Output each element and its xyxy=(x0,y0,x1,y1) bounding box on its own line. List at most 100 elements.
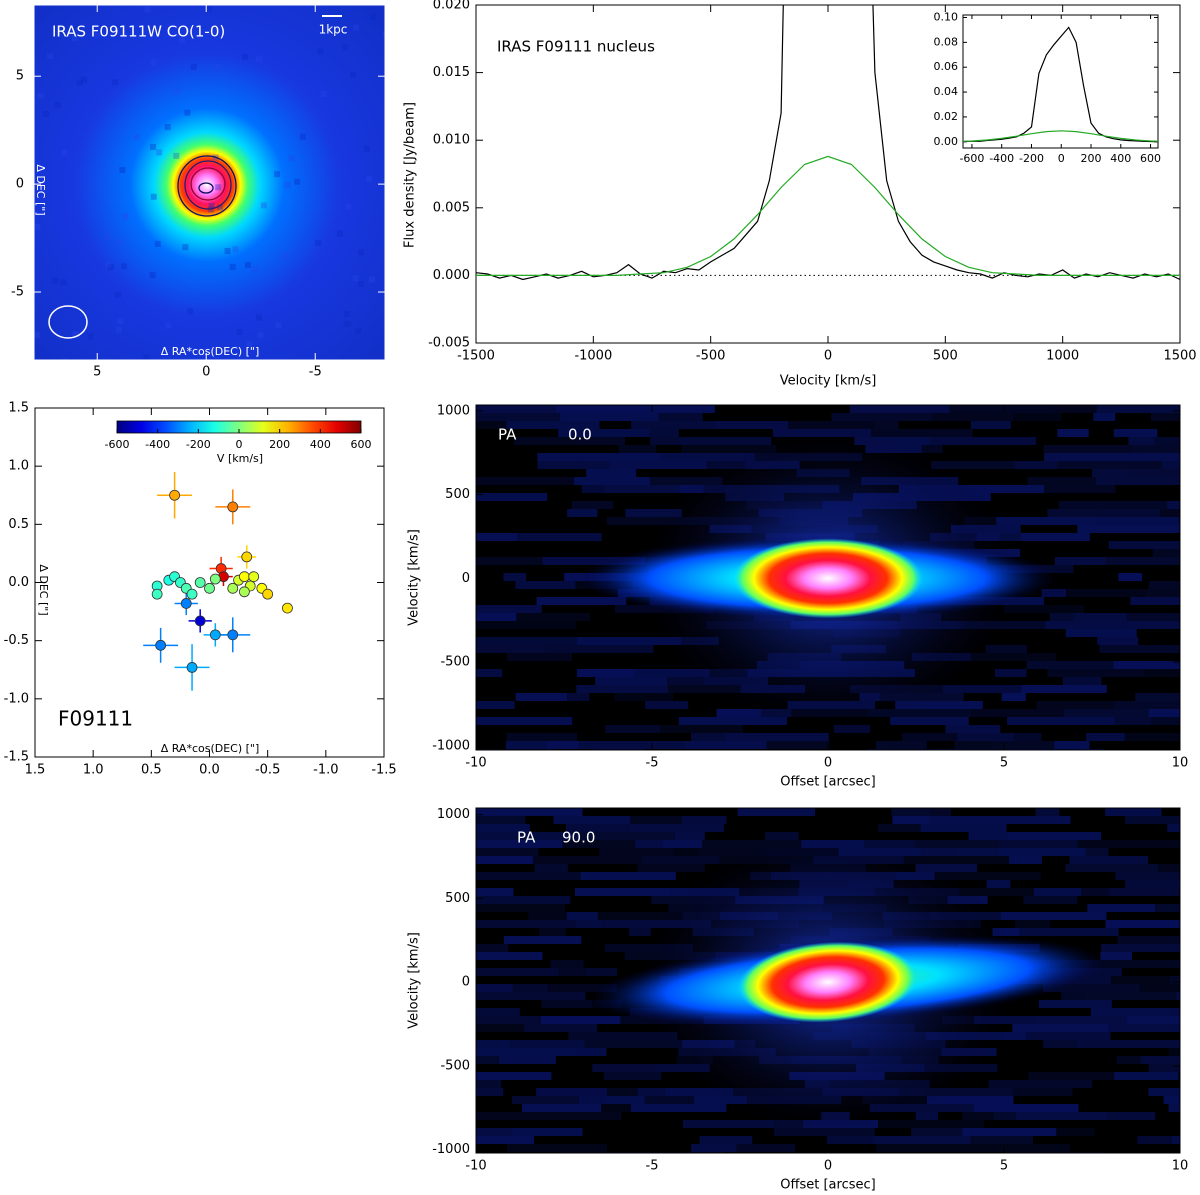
pv-noise xyxy=(765,832,799,840)
pv-noise xyxy=(957,733,1015,741)
pv-noise xyxy=(921,848,955,856)
pv-noise xyxy=(678,437,772,445)
pv-noise xyxy=(971,653,1056,661)
map-noise xyxy=(365,176,372,183)
y-tick-label: -0.005 xyxy=(428,336,470,351)
pv-noise xyxy=(1019,928,1119,936)
pv-noise xyxy=(931,461,1015,469)
pv-noise xyxy=(924,1088,1013,1096)
pv-noise xyxy=(870,429,973,437)
pv-noise xyxy=(476,944,509,952)
pv-noise xyxy=(476,621,577,629)
pv-noise xyxy=(537,453,581,461)
pv-noise xyxy=(503,573,527,581)
map-noise xyxy=(299,133,306,140)
pv-noise xyxy=(568,1032,678,1040)
pv-noise xyxy=(625,509,682,517)
pa-value: 90.0 xyxy=(562,829,595,847)
x-tick-label: 200 xyxy=(1081,152,1102,165)
y-tick-label: 0.0 xyxy=(8,575,29,590)
pv-noise xyxy=(649,429,679,437)
pv-noise xyxy=(1076,1040,1180,1048)
pv-noise xyxy=(1098,509,1161,517)
pv-noise xyxy=(476,1008,520,1016)
pv-noise xyxy=(998,840,1078,848)
map-noise xyxy=(54,102,61,109)
point xyxy=(227,582,239,594)
map-noise xyxy=(275,322,282,329)
pv-noise xyxy=(595,677,668,685)
pv-noise xyxy=(954,741,991,749)
x-tick-label: 10 xyxy=(1172,756,1189,771)
x-tick-label: -600 xyxy=(959,152,984,165)
point xyxy=(238,586,250,598)
pv-noise xyxy=(993,1112,1016,1120)
pv-noise xyxy=(609,461,707,469)
pv-noise xyxy=(895,701,983,709)
pa-label: PA xyxy=(517,829,536,847)
pv-noise xyxy=(1140,1056,1180,1064)
pv-noise xyxy=(682,1120,774,1128)
pv-noise xyxy=(476,493,548,501)
pv-noise xyxy=(962,1112,994,1120)
pv-noise xyxy=(968,832,1008,840)
point xyxy=(238,571,250,583)
pv-noise xyxy=(788,421,875,429)
map-noise xyxy=(184,109,191,116)
x-tick-label: -5 xyxy=(309,365,322,380)
pv-noise xyxy=(1065,864,1159,872)
map-noise xyxy=(37,93,44,100)
pv-noise xyxy=(476,405,556,413)
pv-noise xyxy=(1169,976,1180,984)
pv-noise xyxy=(662,840,703,848)
pv-noise xyxy=(476,613,517,621)
pv-noise xyxy=(1055,405,1097,413)
pv-noise xyxy=(1150,413,1180,421)
pv-noise xyxy=(1045,621,1127,629)
pv-noise xyxy=(1014,733,1042,741)
plot-frame xyxy=(34,407,385,758)
y-tick-label: -1.0 xyxy=(4,691,29,706)
pv-noise xyxy=(1065,629,1137,637)
map-noise xyxy=(76,79,83,86)
x-tick-label: -10 xyxy=(465,756,486,771)
pv-noise xyxy=(1100,952,1133,960)
map-noise xyxy=(71,35,78,42)
pv-noise xyxy=(875,1144,978,1152)
pv-noise xyxy=(1135,693,1180,701)
map-noise xyxy=(353,24,360,31)
x-axis-label: Velocity [km/s] xyxy=(780,374,877,389)
point xyxy=(227,629,239,641)
y-tick-label: 0.5 xyxy=(8,517,29,532)
x-tick-label: -10 xyxy=(465,1159,486,1174)
x-axis-label: Δ RA*cos(DEC) ["] xyxy=(161,345,260,358)
pa-label: PA xyxy=(498,426,517,444)
y-tick-label: 0.00 xyxy=(934,135,959,148)
y-tick-label: 1000 xyxy=(437,403,470,418)
pv-noise xyxy=(476,808,583,816)
pv-noise xyxy=(915,840,999,848)
map-noise xyxy=(52,278,59,285)
pv-noise xyxy=(921,445,943,453)
map-noise xyxy=(182,244,189,251)
point xyxy=(151,588,163,600)
pv-noise xyxy=(1093,413,1116,421)
map-noise xyxy=(274,171,281,178)
y-axis-label: Velocity [km/s] xyxy=(407,932,422,1029)
pv-noise xyxy=(476,856,533,864)
pv-noise xyxy=(990,741,1055,749)
y-tick-label: -1000 xyxy=(432,1142,470,1157)
colorbar-tick-label: 200 xyxy=(269,438,290,451)
pv-noise xyxy=(503,936,582,944)
map-noise xyxy=(143,354,150,360)
pv-noise xyxy=(1043,445,1132,453)
pv-noise xyxy=(637,1088,666,1096)
pv-noise xyxy=(506,733,578,741)
y-tick-label: 0.10 xyxy=(934,10,959,23)
pv-noise xyxy=(1167,824,1180,832)
pv-noise xyxy=(476,832,579,840)
y-tick-label: 0.015 xyxy=(433,65,470,80)
pv-noise xyxy=(592,1064,656,1072)
pv-noise xyxy=(1148,709,1180,717)
map-noise xyxy=(164,124,171,131)
